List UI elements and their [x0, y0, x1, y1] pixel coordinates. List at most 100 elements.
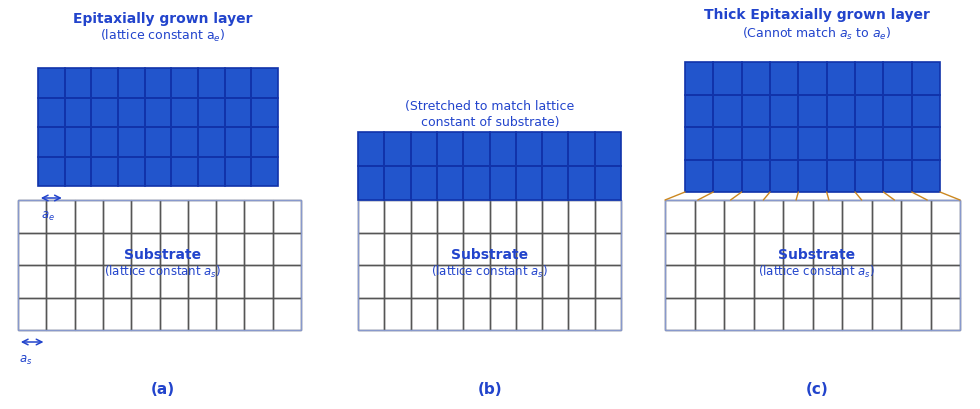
- Bar: [38, 157, 65, 186]
- Bar: [855, 160, 883, 192]
- Bar: [901, 200, 930, 232]
- Bar: [384, 200, 411, 232]
- Bar: [842, 200, 871, 232]
- Bar: [91, 157, 118, 186]
- Bar: [713, 160, 742, 192]
- Bar: [91, 97, 118, 127]
- Bar: [799, 160, 827, 192]
- Bar: [272, 232, 301, 265]
- Bar: [118, 97, 145, 127]
- Bar: [464, 166, 489, 200]
- Bar: [883, 160, 911, 192]
- Bar: [827, 62, 855, 94]
- Text: (b): (b): [477, 382, 503, 397]
- Bar: [188, 200, 217, 232]
- Bar: [198, 157, 224, 186]
- Bar: [172, 127, 198, 157]
- Bar: [724, 232, 754, 265]
- Bar: [827, 160, 855, 192]
- Text: (lattice constant $a_s$): (lattice constant $a_s$): [759, 264, 875, 280]
- Bar: [38, 68, 65, 97]
- Bar: [685, 62, 940, 192]
- Bar: [437, 132, 464, 166]
- Bar: [244, 265, 272, 297]
- Bar: [74, 232, 103, 265]
- Bar: [515, 265, 542, 297]
- Bar: [244, 232, 272, 265]
- Bar: [911, 62, 940, 94]
- Bar: [685, 160, 713, 192]
- Bar: [358, 166, 384, 200]
- Bar: [783, 232, 812, 265]
- Bar: [411, 265, 437, 297]
- Bar: [542, 132, 568, 166]
- Bar: [251, 68, 278, 97]
- Bar: [251, 97, 278, 127]
- Bar: [251, 157, 278, 186]
- Bar: [783, 265, 812, 297]
- Bar: [542, 265, 568, 297]
- Bar: [489, 132, 515, 166]
- Bar: [871, 232, 901, 265]
- Bar: [464, 232, 489, 265]
- Bar: [568, 265, 595, 297]
- Bar: [930, 297, 960, 330]
- Bar: [118, 68, 145, 97]
- Bar: [46, 200, 74, 232]
- Bar: [695, 232, 724, 265]
- Bar: [217, 232, 244, 265]
- Bar: [770, 127, 799, 160]
- Bar: [74, 265, 103, 297]
- Bar: [272, 200, 301, 232]
- Bar: [384, 297, 411, 330]
- Text: Thick Epitaxially grown layer: Thick Epitaxially grown layer: [704, 8, 930, 22]
- Bar: [489, 166, 515, 200]
- Bar: [358, 200, 621, 330]
- Bar: [901, 297, 930, 330]
- Bar: [842, 265, 871, 297]
- Bar: [842, 232, 871, 265]
- Bar: [542, 297, 568, 330]
- Bar: [742, 62, 770, 94]
- Bar: [358, 297, 384, 330]
- Bar: [871, 200, 901, 232]
- Bar: [224, 157, 251, 186]
- Bar: [160, 265, 188, 297]
- Bar: [842, 297, 871, 330]
- Bar: [118, 157, 145, 186]
- Bar: [38, 97, 65, 127]
- Bar: [198, 97, 224, 127]
- Bar: [65, 97, 91, 127]
- Bar: [384, 265, 411, 297]
- Text: Substrate: Substrate: [778, 248, 856, 262]
- Bar: [198, 68, 224, 97]
- Bar: [770, 62, 799, 94]
- Bar: [695, 297, 724, 330]
- Bar: [464, 297, 489, 330]
- Bar: [724, 265, 754, 297]
- Bar: [358, 265, 384, 297]
- Bar: [131, 232, 160, 265]
- Bar: [217, 200, 244, 232]
- Text: (c): (c): [806, 382, 828, 397]
- Bar: [754, 297, 783, 330]
- Bar: [855, 127, 883, 160]
- Bar: [198, 127, 224, 157]
- Bar: [812, 232, 842, 265]
- Bar: [464, 265, 489, 297]
- Bar: [145, 157, 172, 186]
- Bar: [542, 232, 568, 265]
- Text: (lattice constant a$_e$): (lattice constant a$_e$): [100, 28, 225, 44]
- Bar: [437, 297, 464, 330]
- Bar: [515, 200, 542, 232]
- Bar: [103, 265, 131, 297]
- Bar: [18, 265, 46, 297]
- Bar: [172, 97, 198, 127]
- Bar: [713, 62, 742, 94]
- Bar: [542, 200, 568, 232]
- Bar: [724, 297, 754, 330]
- Text: (lattice constant $a_s$): (lattice constant $a_s$): [105, 264, 221, 280]
- Text: constant of substrate): constant of substrate): [420, 116, 560, 129]
- Bar: [18, 297, 46, 330]
- Bar: [38, 127, 65, 157]
